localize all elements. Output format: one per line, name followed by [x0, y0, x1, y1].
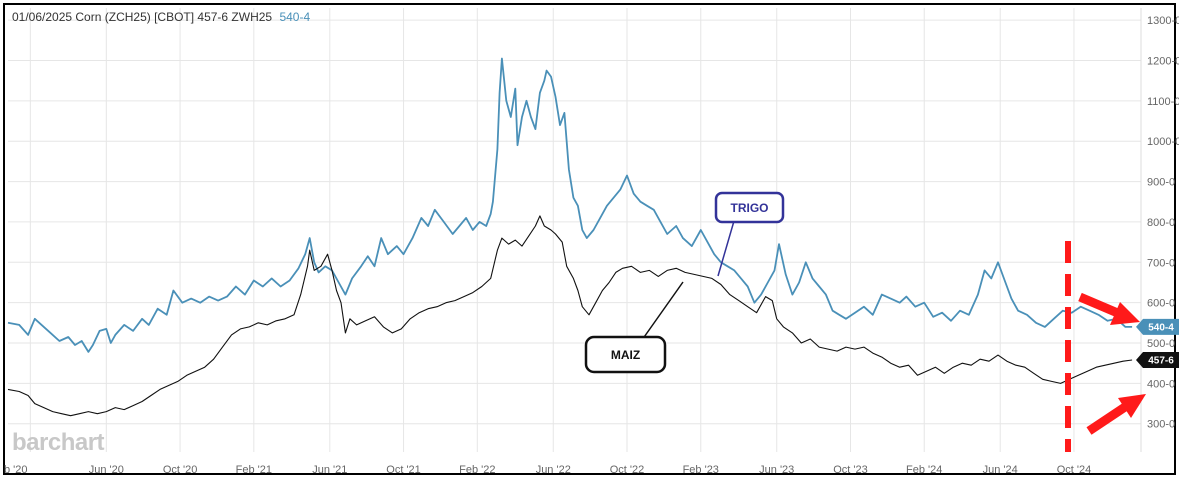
- trigo-callout: TRIGO: [714, 191, 785, 277]
- x-tick-label: Oct '20: [163, 464, 198, 476]
- x-tick-label: Feb '24: [906, 464, 942, 476]
- y-tick-label: 600-0: [1147, 298, 1175, 310]
- y-tick-label: 700-0: [1147, 257, 1175, 269]
- x-tick-label: Jun '22: [536, 464, 571, 476]
- image-frame: [3, 3, 1176, 475]
- red-arrow-lower-icon: [1086, 394, 1146, 435]
- header-prefix: 01/06/2025 Corn (ZCH25) [CBOT] 457-6 ZWH…: [12, 10, 272, 24]
- x-tick-label: Oct '23: [833, 464, 868, 476]
- red-arrow-upper-icon: [1078, 292, 1140, 325]
- maiz-callout: MAIZ: [584, 281, 684, 374]
- x-tick-label: Jun '23: [759, 464, 794, 476]
- y-tick-label: 900-0: [1147, 177, 1175, 189]
- corn-last-value-label: 457-6: [1148, 355, 1174, 366]
- y-tick-label: 1100-0: [1147, 96, 1179, 108]
- x-tick-label: Feb '21: [236, 464, 272, 476]
- x-tick-label: b '20: [4, 464, 28, 476]
- header-wheat-value: 540-4: [279, 10, 310, 24]
- x-tick-label: Oct '22: [610, 464, 645, 476]
- y-tick-label: 400-0: [1147, 378, 1175, 390]
- maiz-callout-box: [584, 335, 667, 374]
- y-axis-tick-labels: 300-0 400-0 500-0 600-0 700-0 800-0 900-0 1000-…: [1147, 15, 1179, 431]
- x-axis-tick-labels: b '20 Jun '20 Oct '20 Feb '21 Jun '21 Oct '21…: [4, 464, 1091, 476]
- series-layer: [7, 57, 1133, 417]
- x-tick-label: Oct '24: [1057, 464, 1092, 476]
- corn-series-line: [7, 215, 1133, 417]
- y-tick-label: 800-0: [1147, 217, 1175, 229]
- y-tick-label: 300-0: [1147, 419, 1175, 431]
- x-tick-label: Jun '21: [312, 464, 347, 476]
- corn-last-value-tag: 457-6: [1136, 351, 1179, 368]
- barchart-logo: barchart: [12, 429, 105, 456]
- maiz-callout-label: MAIZ: [611, 348, 640, 362]
- trigo-callout-box: [714, 191, 785, 224]
- wheat-last-value-tag: 540-4: [1136, 318, 1179, 335]
- wheat-last-value-label: 540-4: [1148, 322, 1174, 333]
- y-tick-label: 1000-0: [1147, 136, 1179, 148]
- chart-header: 01/06/2025 Corn (ZCH25) [CBOT] 457-6 ZWH…: [12, 10, 310, 24]
- wheat-series-line: [7, 57, 1133, 353]
- y-tick-label: 500-0: [1147, 338, 1175, 350]
- x-tick-label: Jun '20: [89, 464, 124, 476]
- x-tick-label: Feb '23: [683, 464, 719, 476]
- y-tick-label: 1200-0: [1147, 55, 1179, 67]
- x-tick-label: Jun '24: [983, 464, 1018, 476]
- horizontal-gridlines: [8, 19, 1141, 425]
- y-tick-label: 1300-0: [1147, 15, 1179, 27]
- trigo-callout-pointer: [717, 220, 735, 277]
- trigo-callout-label: TRIGO: [731, 201, 769, 215]
- x-tick-label: Oct '21: [386, 464, 421, 476]
- maiz-callout-pointer: [641, 281, 684, 341]
- x-tick-label: Feb '22: [459, 464, 495, 476]
